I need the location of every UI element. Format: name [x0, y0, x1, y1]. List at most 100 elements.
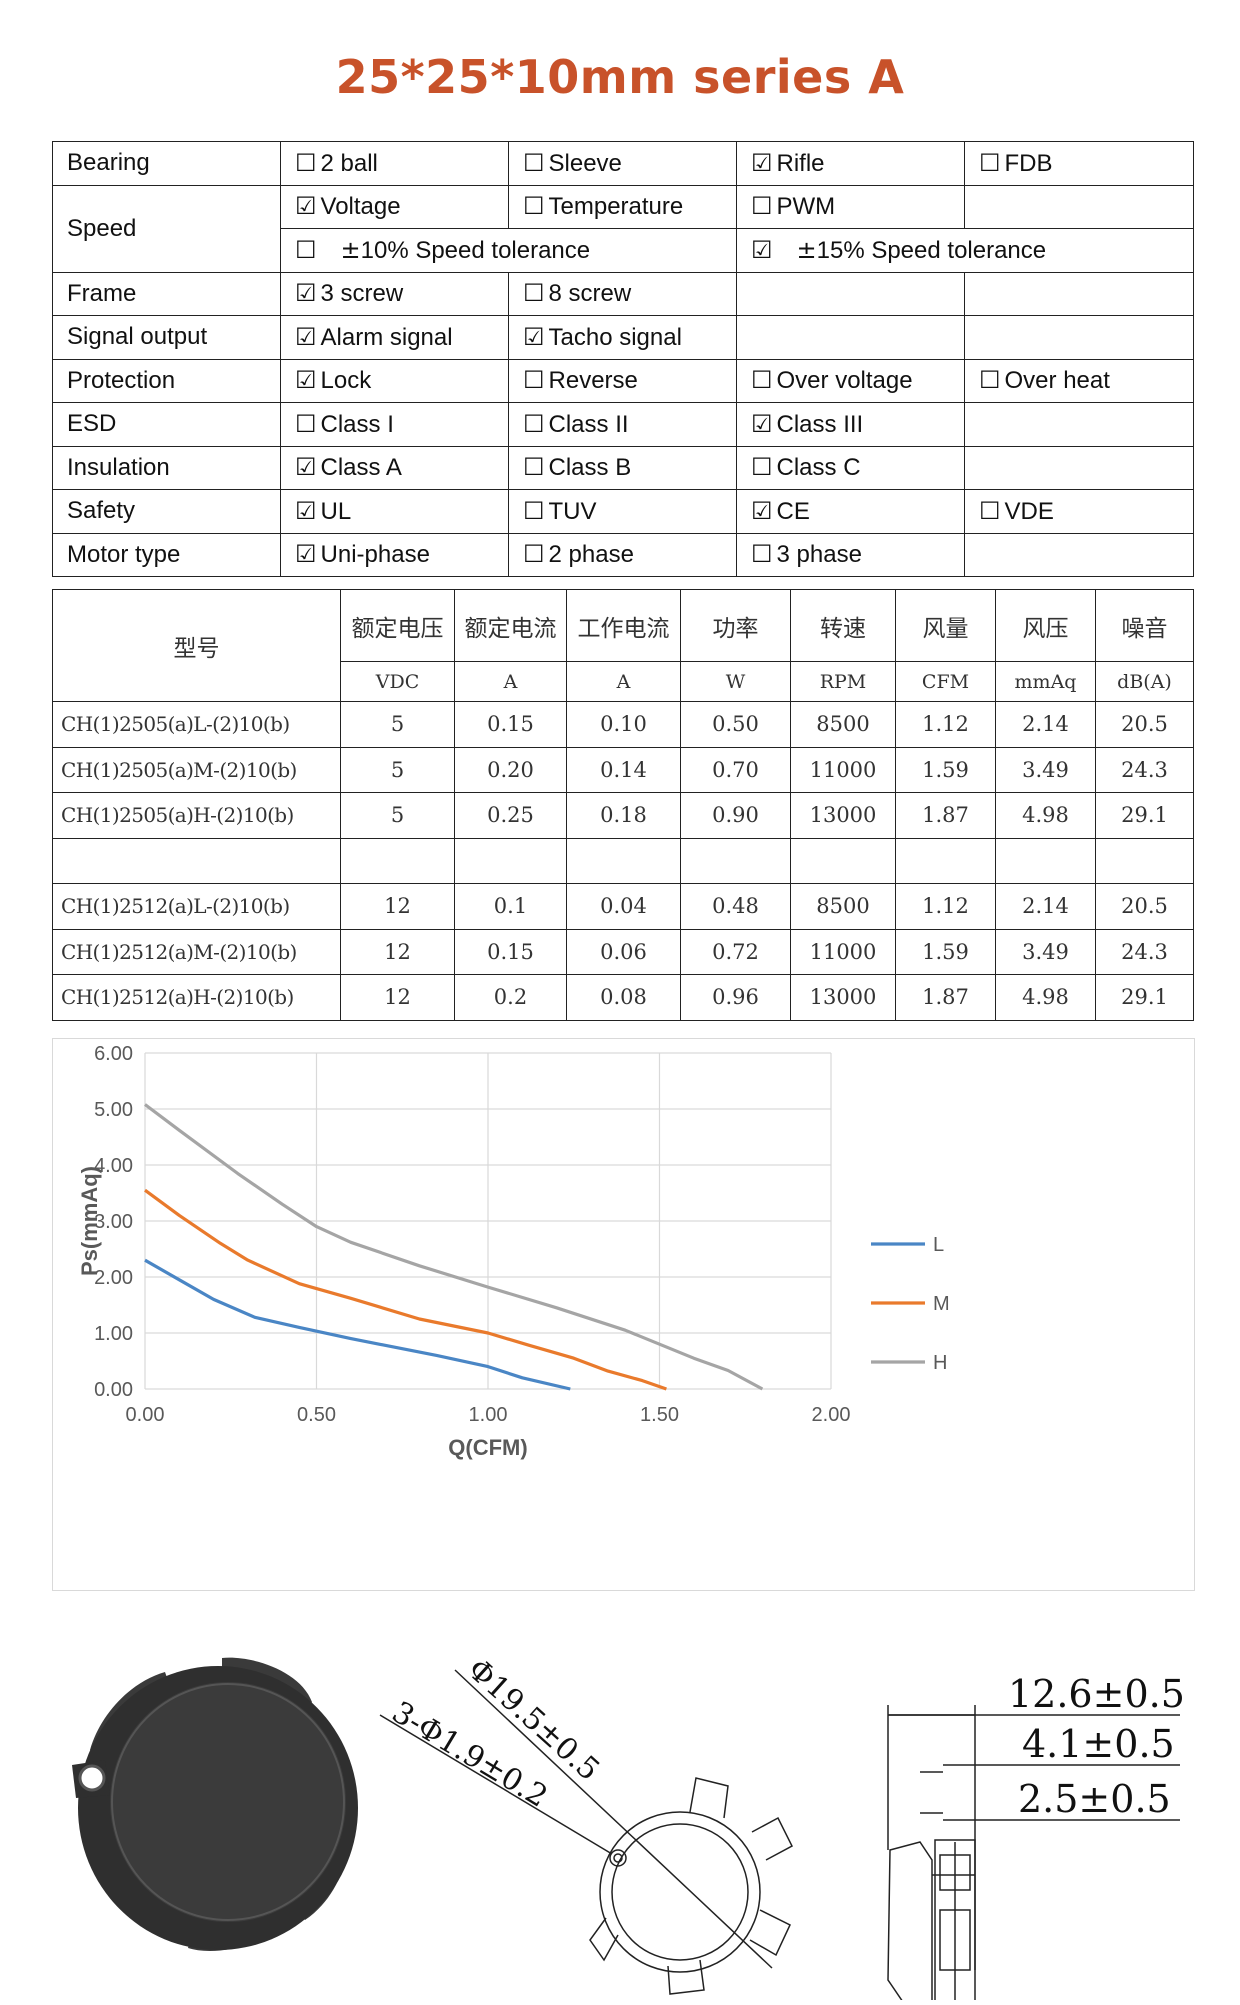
spec-unit: mmAq [995, 661, 1096, 702]
feature-option: ☑ Uni-phase [280, 532, 509, 577]
spec-cell: 0.08 [566, 974, 681, 1021]
unchecked-box-icon: ☐ [523, 496, 545, 525]
unchecked-box-icon: ☐ [979, 148, 1001, 177]
checked-box-icon: ☑ [295, 496, 317, 525]
unchecked-box-icon: ☐ [751, 192, 773, 221]
feature-row: Safety ☑ UL ☐ TUV ☑ CE ☐ VDE [52, 489, 1194, 534]
spec-cell: 24.3 [1095, 746, 1194, 793]
spec-cell: 0.50 [680, 701, 791, 748]
feature-row: Insulation ☑ Class A ☐ Class B ☐ Class C [52, 445, 1194, 490]
unchecked-box-icon: ☐ [751, 540, 773, 569]
feature-option-label: 8 screw [548, 280, 632, 308]
table-row: CH(1)2512(a)L-(2)10(b) 12 0.1 0.04 0.48 8500 1… [52, 883, 1194, 930]
feature-row: Frame ☑ 3 screw ☐ 8 screw [52, 271, 1194, 316]
feature-option: ☑ Rifle [736, 141, 965, 186]
spec-cell [454, 837, 567, 884]
feature-option: ☑ Tacho signal [508, 315, 737, 360]
feature-option-label: Over heat [1004, 367, 1110, 395]
spec-header: 噪音 [1095, 589, 1194, 662]
feature-option: ☐ Class I [280, 402, 509, 447]
spec-cell: 5 [340, 746, 455, 793]
unchecked-box-icon: ☐ [523, 366, 545, 395]
spec-cell: 0.15 [454, 928, 567, 975]
feature-row: Bearing ☐ 2 ball ☐ Sleeve ☑ Rifle ☐ FDB [52, 141, 1194, 186]
unchecked-box-icon: ☐ [295, 235, 317, 264]
feature-option-label: 2 phase [548, 541, 634, 569]
feature-option [736, 315, 965, 360]
feature-option: ☑ ±15% Speed tolerance [736, 228, 1194, 273]
feature-option: ☐ 2 ball [280, 141, 509, 186]
y-tick-label: 6.00 [94, 1043, 133, 1065]
feature-option-label: Class III [776, 410, 864, 438]
x-tick-label: 1.50 [640, 1404, 679, 1426]
unchecked-box-icon: ☐ [523, 453, 545, 482]
feature-option: ☐ Class II [508, 402, 737, 447]
feature-option: ☐ Over heat [964, 358, 1194, 403]
spec-cell: 4.98 [995, 974, 1096, 1021]
spec-header-row: 型号 额定电压 额定电流 工作电流 功率 转速 风量 风压 噪音 [52, 589, 1194, 702]
page-title: 25*25*10mm series A [335, 50, 905, 104]
model-cell: CH(1)2512(a)L-(2)10(b) [52, 883, 341, 930]
spec-cell: 0.10 [566, 701, 681, 748]
y-axis-label: Ps(mmAq) [77, 1166, 102, 1276]
spec-unit: RPM [790, 661, 896, 702]
feature-option-label: 15% Speed tolerance [816, 236, 1047, 264]
spec-cell: 0.06 [566, 928, 681, 975]
spec-cell: 0.90 [680, 792, 791, 839]
y-tick-label: 2.00 [94, 1267, 133, 1289]
feature-row: Signal output ☑ Alarm signal ☑ Tacho signal [52, 315, 1194, 360]
feature-option-label: Class A [320, 454, 402, 482]
model-cell [52, 837, 341, 884]
spec-header: 额定电流 [454, 589, 567, 662]
x-axis-label: Q(CFM) [448, 1435, 527, 1460]
feature-option-label: Over voltage [776, 367, 913, 395]
feature-option [964, 402, 1194, 447]
unchecked-box-icon: ☐ [523, 192, 545, 221]
feature-option: ☐ 2 phase [508, 532, 737, 577]
y-tick-label: 4.00 [94, 1155, 133, 1177]
spec-cell: 12 [340, 883, 455, 930]
plus-minus-symbol: ± [340, 235, 361, 264]
feature-option-label: Tacho signal [548, 323, 682, 351]
y-tick-label: 0.00 [94, 1379, 133, 1401]
spec-unit: A [454, 661, 567, 702]
spec-unit: dB(A) [1095, 661, 1194, 702]
spec-cell [680, 837, 791, 884]
feature-option: ☑ 3 screw [280, 271, 509, 316]
feature-option: ☑ Class A [280, 445, 509, 490]
spec-cell: 0.72 [680, 928, 791, 975]
model-cell: CH(1)2505(a)M-(2)10(b) [52, 746, 341, 793]
feature-option: ☐ Reverse [508, 358, 737, 403]
spec-cell: 13000 [790, 974, 896, 1021]
feature-option: ☐ PWM [736, 184, 965, 229]
specs-table: 型号 额定电压 额定电流 工作电流 功率 转速 风量 风压 噪音 VDC A A W RPM CFM mmAq… [52, 589, 1194, 1021]
feature-label: Safety [52, 489, 281, 534]
spec-cell: 11000 [790, 746, 896, 793]
y-tick-label: 3.00 [94, 1211, 133, 1233]
spec-header: 风量 [895, 589, 996, 662]
feature-label: Speed [52, 184, 281, 273]
feature-option-label: Class I [320, 410, 394, 438]
feature-option-label: UL [320, 497, 352, 525]
checked-box-icon: ☑ [295, 366, 317, 395]
spec-cell: 8500 [790, 701, 896, 748]
feature-label: Bearing [52, 141, 281, 186]
unchecked-box-icon: ☐ [295, 409, 317, 438]
spec-cell [566, 837, 681, 884]
feature-option-label: FDB [1004, 149, 1053, 177]
feature-option: ☐ 3 phase [736, 532, 965, 577]
feature-option: ☑ Lock [280, 358, 509, 403]
table-row: CH(1)2505(a)M-(2)10(b) 5 0.20 0.14 0.70 11000… [52, 746, 1194, 793]
spec-cell: 29.1 [1095, 792, 1194, 839]
legend-label-M: M [933, 1293, 950, 1315]
table-row: CH(1)2512(a)H-(2)10(b) 12 0.2 0.08 0.96 13000… [52, 974, 1194, 1021]
feature-option-label: 10% Speed tolerance [360, 236, 591, 264]
feature-option-label: Uni-phase [320, 541, 430, 569]
spec-cell [790, 837, 896, 884]
spec-cell [895, 837, 996, 884]
spec-cell: 13000 [790, 792, 896, 839]
spec-cell: 2.14 [995, 883, 1096, 930]
feature-row: Speed ☑ Voltage ☐ Temperature ☐ PWM [52, 184, 1194, 273]
feature-option: ☐ VDE [964, 489, 1194, 534]
checked-box-icon: ☑ [523, 322, 545, 351]
